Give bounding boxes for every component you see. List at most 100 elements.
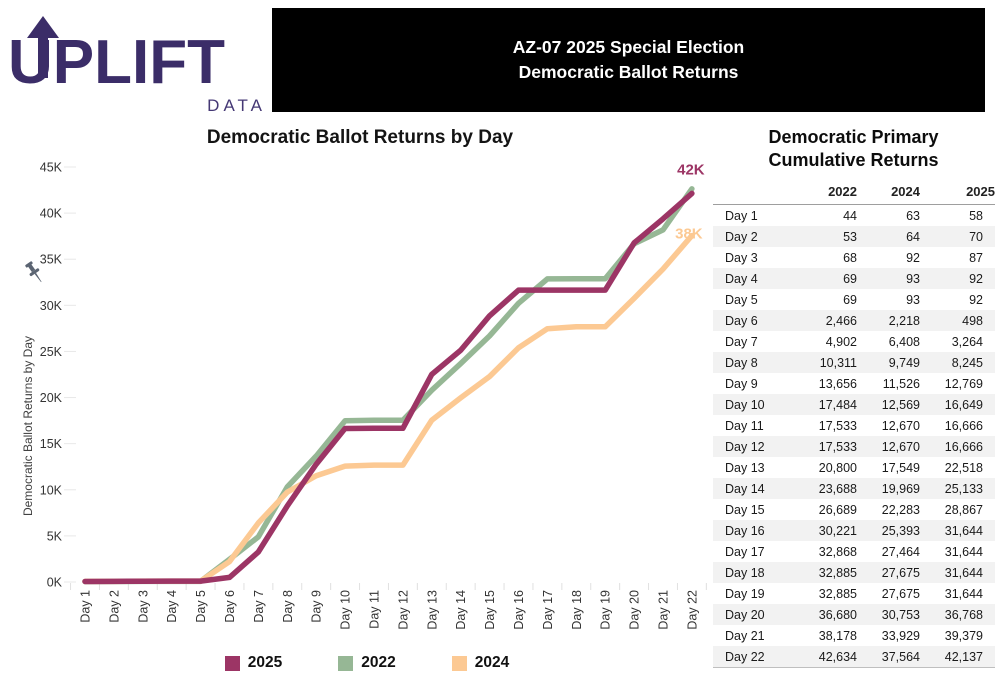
row-day-label: Day 17 — [725, 544, 765, 559]
banner-title-line2: Democratic Ballot Returns — [518, 62, 739, 82]
row-day-label: Day 6 — [725, 313, 758, 328]
x-axis-label: Day 15 — [483, 590, 497, 630]
x-axis-label: Day 16 — [512, 590, 526, 630]
cell-2022: 13,656 — [818, 376, 857, 391]
cell-2022: 4,902 — [825, 334, 857, 349]
cell-2022: 69 — [843, 271, 857, 286]
cell-2022: 69 — [843, 292, 857, 307]
cell-2025: 28,867 — [944, 502, 983, 517]
row-day-label: Day 18 — [725, 565, 765, 580]
uplift-logo: UPLIFT DATA — [6, 10, 272, 118]
cell-2022: 17,533 — [818, 418, 857, 433]
series-2022-line[interactable] — [82, 186, 695, 585]
logo-sub-text: DATA — [207, 96, 266, 115]
row-day-label: Day 5 — [725, 292, 758, 307]
row-day-label: Day 20 — [725, 607, 765, 622]
y-axis-label: 45K — [40, 161, 63, 175]
table-row[interactable]: Day 2 53 64 70 — [713, 226, 995, 247]
table-row[interactable]: Day 6 2,466 2,218 498 — [713, 310, 995, 331]
cell-2025: 42,137 — [920, 646, 995, 668]
legend-label: 2022 — [361, 654, 396, 671]
table-row[interactable]: Day 15 26,689 22,283 28,867 — [713, 499, 995, 520]
y-axis-label: 40K — [40, 207, 63, 221]
table-row[interactable]: Day 22 42,634 37,564 42,137 — [713, 646, 995, 668]
legend-swatch-2022 — [338, 655, 354, 671]
table-row[interactable]: Day 14 23,688 19,969 25,133 — [713, 478, 995, 499]
x-axis-label: Day 4 — [165, 590, 179, 623]
legend-item-2022[interactable]: 2022 — [338, 654, 396, 672]
table-row[interactable]: Day 20 36,680 30,753 36,768 — [713, 604, 995, 625]
cell-2022: 36,680 — [818, 607, 857, 622]
table-row[interactable]: Day 12 17,533 12,670 16,666 — [713, 436, 995, 457]
row-day-label: Day 3 — [725, 250, 758, 265]
col-header-2022[interactable]: 2022 — [795, 180, 857, 205]
table-row[interactable]: Day 17 32,868 27,464 31,644 — [713, 541, 995, 562]
cumulative-returns-table[interactable]: 2022 2024 2025 Day 1 44 63 58 Day 2 53 64 70 Day… — [713, 180, 995, 668]
x-axis-label: Day 10 — [339, 590, 353, 630]
row-day-label: Day 1 — [725, 208, 758, 223]
x-axis-label: Day 1 — [79, 590, 93, 623]
cell-2024: 64 — [906, 229, 920, 244]
col-header-2024[interactable]: 2024 — [857, 180, 920, 205]
cell-2024: 12,670 — [881, 418, 920, 433]
legend-label: 2024 — [474, 654, 510, 671]
legend-item-2025[interactable]: 2025 — [224, 654, 282, 672]
x-axis-label: Day 12 — [396, 590, 410, 630]
table-row[interactable]: Day 9 13,656 11,526 12,769 — [713, 373, 995, 394]
cell-2024: 27,675 — [881, 586, 920, 601]
y-axis-label: 35K — [40, 253, 63, 267]
cell-2022: 42,634 — [795, 646, 857, 668]
table-row[interactable]: Day 3 68 92 87 — [713, 247, 995, 268]
table-row[interactable]: Day 21 38,178 33,929 39,379 — [713, 625, 995, 646]
line-chart[interactable]: 0K 5K 10K 15K 20K 25K 30K 35K 40K 45K Day 1 Day 2 Da… — [0, 120, 710, 700]
cell-2025: 16,666 — [944, 439, 983, 454]
cell-2025: 92 — [969, 292, 983, 307]
x-axis-label: Day 11 — [368, 590, 382, 629]
cell-2024: 2,218 — [888, 313, 920, 328]
row-day-label: Day 7 — [725, 334, 758, 349]
cell-2024: 17,549 — [881, 460, 920, 475]
table-row[interactable]: Day 1 44 63 58 — [713, 205, 995, 227]
legend-item-2024[interactable]: 2024 — [451, 654, 510, 672]
table-row[interactable]: Day 7 4,902 6,408 3,264 — [713, 331, 995, 352]
x-axis-label: Day 13 — [425, 590, 439, 630]
y-axis-label: 15K — [40, 437, 63, 451]
cell-2022: 32,885 — [818, 565, 857, 580]
x-axis-label: Day 7 — [252, 590, 266, 623]
row-day-label: Day 8 — [725, 355, 758, 370]
col-header-2025[interactable]: 2025 — [920, 180, 995, 205]
cell-2024: 33,929 — [881, 628, 920, 643]
table-title-line1: Democratic Primary — [768, 127, 939, 147]
x-axis-label: Day 3 — [136, 590, 150, 623]
cell-2024: 12,569 — [881, 397, 920, 412]
table-row[interactable]: Day 18 32,885 27,675 31,644 — [713, 562, 995, 583]
cell-2024: 92 — [906, 250, 920, 265]
table-row[interactable]: Day 11 17,533 12,670 16,666 — [713, 415, 995, 436]
table-title-line2: Cumulative Returns — [768, 150, 939, 170]
cell-2025: 12,769 — [944, 376, 983, 391]
cell-2025: 16,649 — [944, 397, 983, 412]
row-day-label: Day 12 — [725, 439, 765, 454]
table-row[interactable]: Day 19 32,885 27,675 31,644 — [713, 583, 995, 604]
series-2025-line[interactable] — [82, 190, 695, 585]
x-axis-label: Day 20 — [628, 590, 642, 630]
table-row[interactable]: Day 13 20,800 17,549 22,518 — [713, 457, 995, 478]
cell-2022: 26,689 — [818, 502, 857, 517]
table-row[interactable]: Day 4 69 93 92 — [713, 268, 995, 289]
table-row[interactable]: Day 5 69 93 92 — [713, 289, 995, 310]
pushpin-icon[interactable] — [24, 260, 46, 290]
row-day-label: Day 10 — [725, 397, 765, 412]
up-arrow-icon — [27, 16, 59, 78]
row-day-label: Day 11 — [725, 418, 764, 433]
x-axis-label: Day 21 — [657, 590, 671, 630]
y-axis-label: 30K — [40, 299, 63, 313]
cell-2024: 12,670 — [881, 439, 920, 454]
table-row[interactable]: Day 8 10,311 9,749 8,245 — [713, 352, 995, 373]
x-axis-label: Day 2 — [107, 590, 121, 623]
cell-2025: 36,768 — [944, 607, 983, 622]
table-row[interactable]: Day 16 30,221 25,393 31,644 — [713, 520, 995, 541]
cell-2025: 31,644 — [944, 586, 983, 601]
cell-2022: 44 — [843, 208, 857, 223]
table-row[interactable]: Day 10 17,484 12,569 16,649 — [713, 394, 995, 415]
row-day-label: Day 16 — [725, 523, 765, 538]
